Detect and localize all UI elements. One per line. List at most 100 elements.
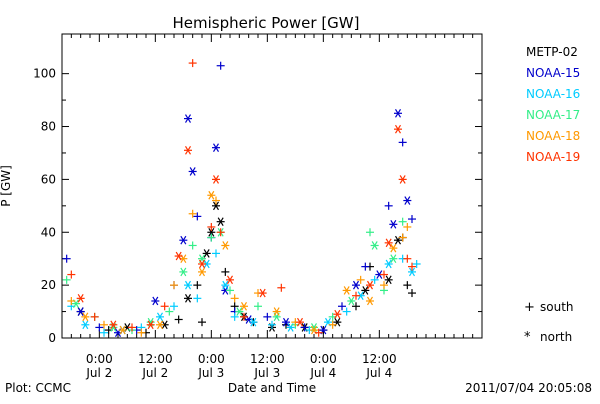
y-axis: 0 20 40 60 80 100 (33, 67, 482, 345)
south-point (403, 222, 412, 231)
legend-marker-label: south (540, 300, 574, 314)
north-point (296, 317, 304, 327)
north-point (240, 301, 248, 311)
south-point (408, 215, 416, 224)
north-point (389, 220, 398, 229)
north-point (361, 286, 370, 295)
north-point (384, 259, 393, 269)
x-tick-date-label: Jul 2 (141, 366, 168, 380)
south-point (193, 281, 202, 290)
y-axis-label: P [GW] (0, 165, 13, 207)
south-point (174, 315, 183, 324)
series-noaa-19 (67, 59, 416, 337)
south-point (342, 307, 351, 316)
south-point (95, 323, 104, 332)
legend-entry: METP-02 (526, 45, 578, 59)
x-tick-time-label: 12:00 (250, 352, 285, 366)
north-point (81, 320, 90, 330)
north-point (389, 243, 398, 253)
x-tick-time-label: 0:00 (86, 352, 113, 366)
south-point (216, 228, 225, 237)
south-point (212, 249, 220, 258)
south-point (356, 275, 365, 284)
north-point (76, 294, 85, 303)
north-point (366, 280, 374, 290)
north-point (179, 235, 188, 245)
south-point (170, 281, 178, 290)
north-point (179, 267, 188, 277)
north-point (184, 294, 192, 303)
south-point (207, 233, 216, 242)
south-point (212, 196, 220, 205)
y-tick-label: 0 (48, 331, 56, 345)
legend-marker-symbol: * (524, 330, 531, 345)
south-point (380, 281, 388, 290)
north-point (109, 320, 118, 330)
x-tick-date-label: Jul 2 (85, 366, 112, 380)
legend-entry: NOAA-17 (526, 108, 580, 122)
south-point (398, 217, 407, 226)
south-point (352, 302, 360, 311)
south-point (188, 209, 197, 218)
north-point (76, 307, 85, 316)
south-point (216, 61, 225, 70)
south-point (170, 302, 178, 311)
north-point (408, 267, 416, 277)
legend-marker-symbol: + (524, 300, 535, 315)
north-point (272, 312, 281, 322)
series-noaa-18 (67, 190, 412, 337)
south-point (366, 228, 374, 237)
south-point (67, 270, 76, 279)
north-point (146, 320, 155, 330)
north-point (212, 143, 220, 152)
footer-credit: Plot: CCMC (5, 381, 71, 395)
x-axis-label: Date and Time (228, 381, 316, 395)
south-point (137, 328, 146, 337)
south-point (277, 283, 286, 292)
north-point (221, 241, 230, 250)
south-point (412, 259, 421, 268)
north-point (389, 254, 398, 264)
south-point (188, 59, 197, 68)
legend-marker-label: north (540, 330, 572, 344)
x-tick-date-label: Jul 3 (197, 366, 224, 380)
south-point (198, 318, 206, 327)
north-point (394, 124, 402, 134)
south-point (67, 296, 76, 305)
north-point (398, 175, 407, 184)
north-point (221, 280, 230, 290)
north-point (202, 249, 211, 258)
north-point (212, 201, 220, 211)
legend: METP-02 NOAA-15 NOAA-16 NOAA-17 NOAA-18 NOAA-… (524, 45, 580, 345)
x-tick-time-label: 0:00 (198, 352, 225, 366)
south-point (384, 201, 393, 210)
x-tick-time-label: 0:00 (310, 352, 337, 366)
south-point (160, 302, 169, 311)
north-point (333, 309, 342, 319)
south-point (100, 328, 108, 337)
north-point (184, 280, 192, 290)
south-point (338, 302, 346, 311)
north-point (174, 251, 183, 261)
north-point (207, 190, 216, 200)
north-point (347, 296, 356, 306)
north-point (258, 288, 267, 298)
north-point (384, 238, 393, 248)
south-point (408, 289, 416, 298)
south-point (328, 320, 337, 329)
y-tick-label: 100 (33, 67, 56, 81)
data-points (62, 59, 421, 338)
south-point (62, 254, 71, 263)
north-point (384, 275, 393, 285)
north-point (207, 227, 216, 237)
south-point (314, 328, 323, 337)
north-point (282, 317, 290, 327)
south-point (403, 254, 412, 263)
south-point (263, 312, 272, 321)
south-point (398, 138, 407, 147)
north-point (184, 145, 192, 155)
north-point (198, 267, 206, 277)
